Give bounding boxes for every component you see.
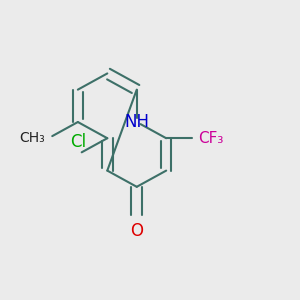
Text: CH₃: CH₃ [20,131,46,145]
Text: O: O [130,222,143,240]
Text: NH: NH [124,113,149,131]
Text: CF₃: CF₃ [199,131,224,146]
Text: Cl: Cl [70,134,86,152]
